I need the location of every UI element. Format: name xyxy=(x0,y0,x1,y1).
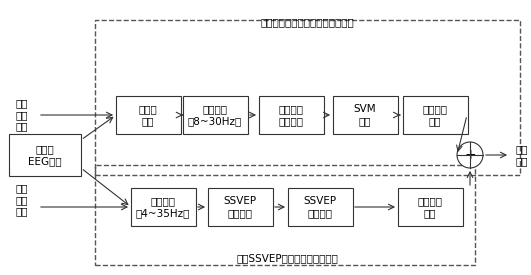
FancyBboxPatch shape xyxy=(183,96,247,134)
FancyBboxPatch shape xyxy=(116,96,181,134)
Text: 视觉
注意
数据: 视觉 注意 数据 xyxy=(16,183,28,217)
FancyBboxPatch shape xyxy=(332,96,398,134)
Text: 垂直坐标
计算: 垂直坐标 计算 xyxy=(417,196,442,218)
Text: +: + xyxy=(464,148,476,162)
Text: 运动想象
特征提取: 运动想象 特征提取 xyxy=(278,104,304,126)
FancyBboxPatch shape xyxy=(131,188,195,226)
Text: 基于运动想象的光标水平运动控制: 基于运动想象的光标水平运动控制 xyxy=(260,17,354,27)
Text: SVM
分类: SVM 分类 xyxy=(354,104,376,126)
Text: 水平坐标
计算: 水平坐标 计算 xyxy=(423,104,448,126)
Circle shape xyxy=(457,142,483,168)
Text: SSVEP
频率识别: SSVEP 频率识别 xyxy=(303,196,337,218)
FancyBboxPatch shape xyxy=(402,96,467,134)
FancyBboxPatch shape xyxy=(208,188,272,226)
Text: 基于SSVEP的光标垂直运动控制: 基于SSVEP的光标垂直运动控制 xyxy=(236,253,338,263)
FancyBboxPatch shape xyxy=(9,134,81,176)
Text: 带通滤波
（4~35Hz）: 带通滤波 （4~35Hz） xyxy=(136,196,190,218)
Text: 多通道
EEG数据: 多通道 EEG数据 xyxy=(28,144,62,166)
Text: SSVEP
特征提取: SSVEP 特征提取 xyxy=(224,196,256,218)
FancyBboxPatch shape xyxy=(398,188,463,226)
Text: 共平均
参考: 共平均 参考 xyxy=(139,104,157,126)
FancyBboxPatch shape xyxy=(287,188,353,226)
Text: 运动
想象
数据: 运动 想象 数据 xyxy=(16,98,28,132)
Text: 光标
运动: 光标 运动 xyxy=(516,144,528,166)
Text: 带通滤波
（8~30Hz）: 带通滤波 （8~30Hz） xyxy=(188,104,242,126)
FancyBboxPatch shape xyxy=(259,96,323,134)
